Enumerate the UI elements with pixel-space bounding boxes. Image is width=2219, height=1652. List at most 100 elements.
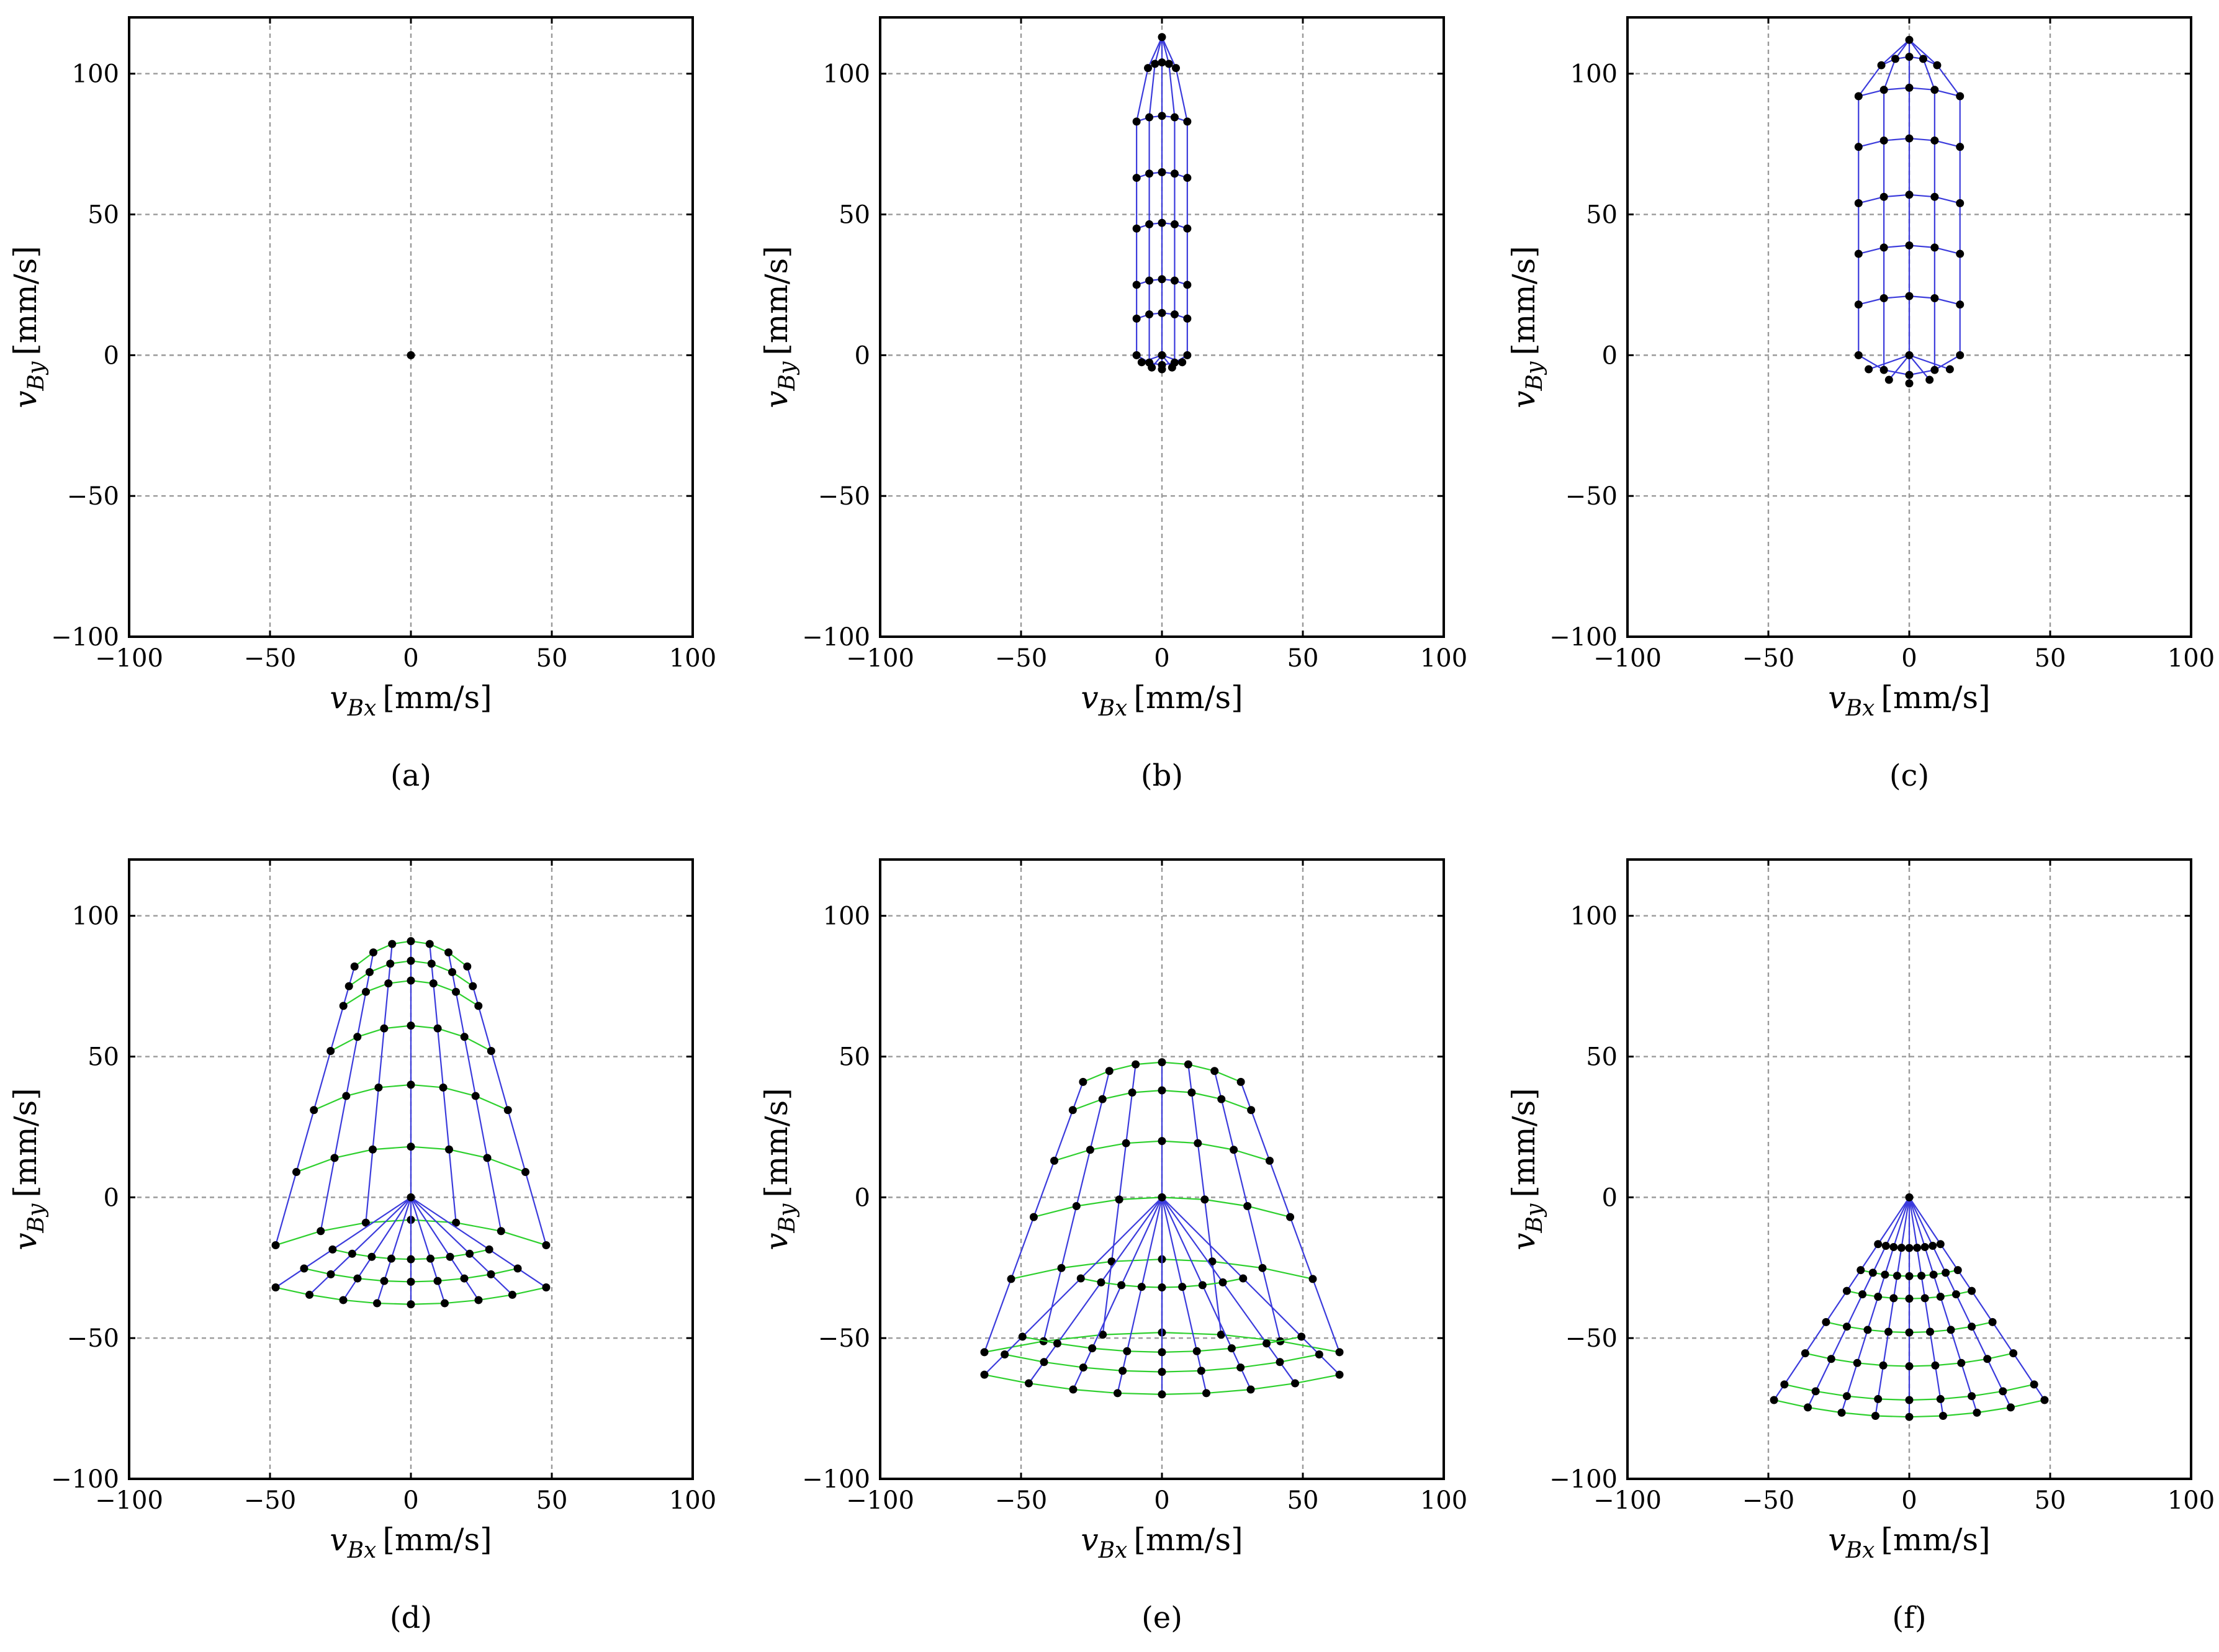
fan-ray-line (1877, 1365, 1884, 1399)
fan-ray-line (1830, 1326, 1848, 1360)
x-tick-label: −100 (846, 644, 914, 673)
fan-ray-line (1896, 1247, 1902, 1276)
fan-arc-line (1083, 1367, 1123, 1371)
mesh-radial-line (295, 1110, 315, 1172)
data-point (1956, 300, 1965, 309)
mesh-arc-line (1858, 246, 1884, 255)
mesh-radial-line (1250, 1110, 1271, 1161)
x-axis-label: vBx [mm/s] (1828, 680, 1990, 721)
mesh-arc-line (1884, 194, 1910, 198)
fan-arc-line (1206, 1388, 1251, 1394)
mesh-radial-line (1213, 1071, 1222, 1100)
data-point (1905, 1328, 1914, 1337)
data-point (339, 1002, 348, 1010)
data-point (1335, 1348, 1344, 1357)
fan-arc-line (1161, 1370, 1202, 1373)
y-tick-label: 100 (823, 60, 870, 89)
fan-arc-line (1117, 1392, 1163, 1396)
fan-ray-line (1893, 1197, 1911, 1247)
data-point (407, 351, 415, 359)
mesh-arc-line (500, 1230, 547, 1246)
fan-arc-line (1935, 1362, 1961, 1367)
y-tick-label: 0 (104, 1183, 119, 1212)
data-point (1076, 1274, 1085, 1283)
data-point (1158, 218, 1166, 227)
mesh-arc-line (410, 1084, 444, 1089)
fan-ray-line (1279, 1362, 1296, 1384)
mesh-arc-line (1109, 1064, 1136, 1072)
data-point (503, 1106, 512, 1115)
data-point (1208, 1257, 1217, 1266)
fan-ray-line (449, 1256, 465, 1279)
fan-ray-line (517, 1268, 547, 1288)
data-point (1905, 292, 1914, 300)
mesh-arc-line (1161, 1140, 1198, 1144)
mesh-radial-line (383, 983, 389, 1029)
x-tick-label: 0 (403, 1486, 418, 1515)
fan-ray-line (351, 1196, 412, 1255)
data-point (1236, 1077, 1245, 1086)
fan-arc-line (275, 1286, 310, 1296)
fan-ray-line (1940, 1244, 1959, 1271)
mesh-radial-line (507, 1110, 526, 1172)
fan-ray-line (1161, 1196, 1244, 1279)
x-tick-label: 100 (669, 1486, 716, 1515)
x-tick-label: −100 (95, 644, 163, 673)
data-point (1297, 1332, 1306, 1341)
data-point (1879, 294, 1888, 303)
data-point (1158, 1390, 1166, 1399)
y-tick-label: 100 (823, 902, 870, 931)
data-point (368, 1145, 377, 1154)
data-point (1183, 281, 1192, 289)
data-point (433, 1024, 442, 1033)
mesh-arc-line (1221, 1334, 1281, 1342)
data-point (1053, 1339, 1061, 1348)
data-point (1217, 1331, 1225, 1339)
fan-arc-line (1161, 1392, 1207, 1396)
data-point (1088, 1344, 1097, 1353)
data-point (1879, 192, 1888, 201)
mesh-arc-line (1909, 295, 1935, 299)
mesh-radial-line (1881, 39, 1910, 66)
data-point (1007, 1275, 1015, 1283)
fan-arc-line (1231, 1342, 1267, 1349)
fan-ray-line (1126, 1286, 1143, 1352)
data-point (1857, 1266, 1865, 1275)
fan-arc-line (1197, 1347, 1232, 1352)
mesh-radial-line (475, 1095, 488, 1159)
data-point (348, 1249, 356, 1258)
mesh-arc-line (1858, 297, 1884, 305)
fan-ray-line (1960, 1362, 1973, 1397)
data-point (444, 948, 453, 957)
plot-area (407, 351, 415, 359)
mesh-arc-line (1858, 354, 1884, 371)
data-point (1218, 1278, 1227, 1286)
data-point (1137, 1283, 1146, 1291)
mesh-arc-line (346, 1087, 379, 1097)
mesh-radial-line (524, 1172, 547, 1246)
data-point (1170, 169, 1179, 178)
data-point (1879, 86, 1888, 94)
data-point (474, 1002, 483, 1010)
data-point (1197, 1367, 1205, 1375)
x-tick-label: 0 (403, 644, 418, 673)
data-point (1884, 1327, 1893, 1336)
x-axis-label: vBx [mm/s] (1828, 1522, 1990, 1563)
mesh-radial-line (1136, 68, 1149, 122)
fan-arc-line (384, 1280, 412, 1283)
data-point (407, 1193, 415, 1201)
mesh-arc-line (1090, 1142, 1127, 1151)
fan-ray-line (1885, 1196, 1910, 1246)
mesh-arc-line (1135, 1061, 1163, 1066)
fan-ray-line (464, 1278, 479, 1301)
y-tick-label: 50 (1586, 1043, 1618, 1072)
y-tick-label: 0 (1602, 341, 1618, 370)
mesh-radial-line (1937, 65, 1961, 97)
data-point (429, 979, 438, 988)
fan-ray-line (410, 1196, 451, 1257)
fan-ray-line (984, 1353, 1006, 1375)
fan-arc-line (377, 1302, 412, 1305)
data-point (1202, 1389, 1211, 1398)
data-point (1868, 1268, 1877, 1277)
mesh-radial-line (433, 983, 439, 1029)
